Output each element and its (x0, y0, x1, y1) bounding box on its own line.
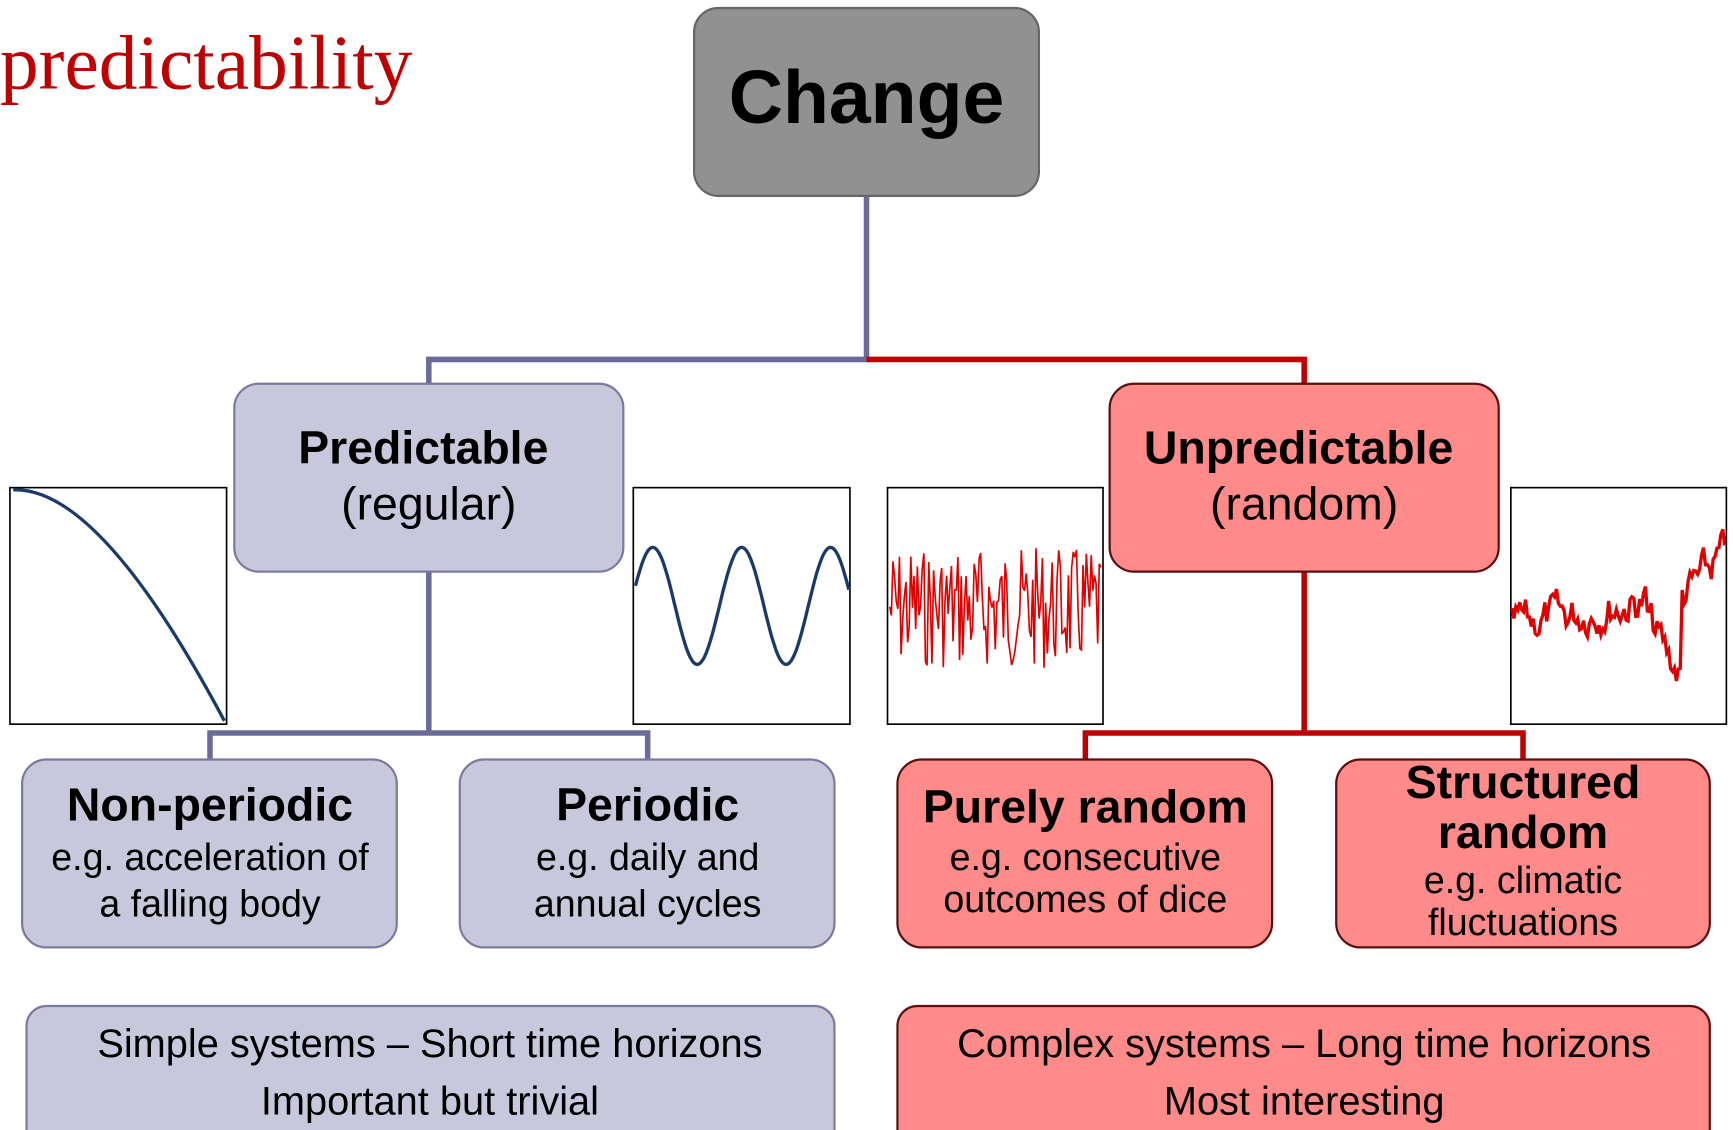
branch-node (233, 382, 625, 573)
leaf-example: e.g. daily and (536, 836, 759, 878)
leaf-example: e.g. climatic (1424, 859, 1622, 901)
page-title: predictability (0, 20, 413, 106)
branch-sublabel: (random) (1210, 478, 1398, 530)
leaf-label: Purely random (923, 781, 1248, 833)
summary-line: Most interesting (1164, 1079, 1445, 1123)
summary-line: Important but trivial (261, 1079, 599, 1123)
leaf-node (1335, 758, 1711, 949)
leaf-label: Structured (1406, 756, 1641, 808)
structured-curve (1510, 528, 1727, 682)
branch-label: Unpredictable (1144, 421, 1453, 473)
plot-frame (9, 486, 228, 725)
periodic-curve (633, 545, 851, 667)
summary-box (896, 1004, 1711, 1130)
leaf-label: Periodic (556, 778, 739, 830)
leaf-example: outcomes of dice (943, 878, 1227, 920)
summary-line: Complex systems – Long time horizons (957, 1022, 1651, 1066)
summary-box (25, 1004, 836, 1130)
leaf-example: e.g. consecutive (950, 836, 1221, 878)
leaf-label: Non-periodic (67, 778, 353, 830)
leaf-node (896, 758, 1274, 949)
branch-label: Predictable (298, 421, 548, 473)
leaf-example: fluctuations (1428, 901, 1618, 943)
connectors (207, 195, 1526, 760)
leaf-node (458, 758, 836, 949)
branch-sublabel: (regular) (341, 478, 516, 530)
leaf-example: e.g. acceleration of (51, 836, 369, 878)
leaf-example: a falling body (99, 882, 321, 924)
decay-curve (13, 488, 226, 722)
summary-line: Simple systems – Short time horizons (97, 1022, 762, 1066)
leaf-label: random (1438, 806, 1608, 858)
root-node (692, 6, 1041, 197)
leaf-node (20, 758, 398, 949)
plot-frame (632, 486, 851, 725)
root-label: Change (729, 55, 1005, 139)
random-curve (888, 548, 1102, 668)
branch-node (1108, 382, 1500, 573)
leaf-example: annual cycles (534, 882, 762, 924)
